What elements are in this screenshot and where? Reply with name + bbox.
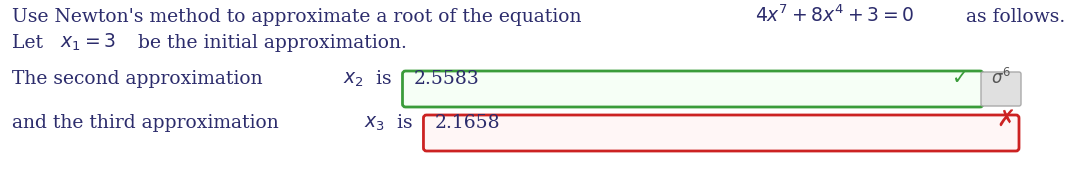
Text: is: is	[391, 114, 418, 132]
FancyBboxPatch shape	[981, 72, 1021, 106]
Text: Use Newton's method to approximate a root of the equation: Use Newton's method to approximate a roo…	[12, 8, 588, 26]
Text: ✓: ✓	[952, 69, 969, 88]
Text: ✗: ✗	[996, 109, 1016, 132]
Text: is: is	[370, 70, 398, 88]
Text: as follows.: as follows.	[960, 8, 1066, 26]
Text: Let: Let	[12, 34, 49, 52]
Text: $x_3$: $x_3$	[363, 115, 385, 133]
Text: The second approximation: The second approximation	[12, 70, 268, 88]
FancyBboxPatch shape	[423, 115, 1019, 151]
Text: $\sigma^6$: $\sigma^6$	[991, 68, 1011, 88]
Text: $x_1 = 3$: $x_1 = 3$	[60, 32, 115, 53]
Text: 2.5583: 2.5583	[414, 70, 479, 88]
Text: be the initial approximation.: be the initial approximation.	[131, 34, 406, 52]
Text: 2.1658: 2.1658	[434, 114, 500, 132]
Text: $4x^7 + 8x^4 + 3 = 0$: $4x^7 + 8x^4 + 3 = 0$	[755, 4, 914, 26]
Text: and the third approximation: and the third approximation	[12, 114, 284, 132]
Text: $x_2$: $x_2$	[343, 71, 363, 89]
FancyBboxPatch shape	[403, 71, 983, 107]
